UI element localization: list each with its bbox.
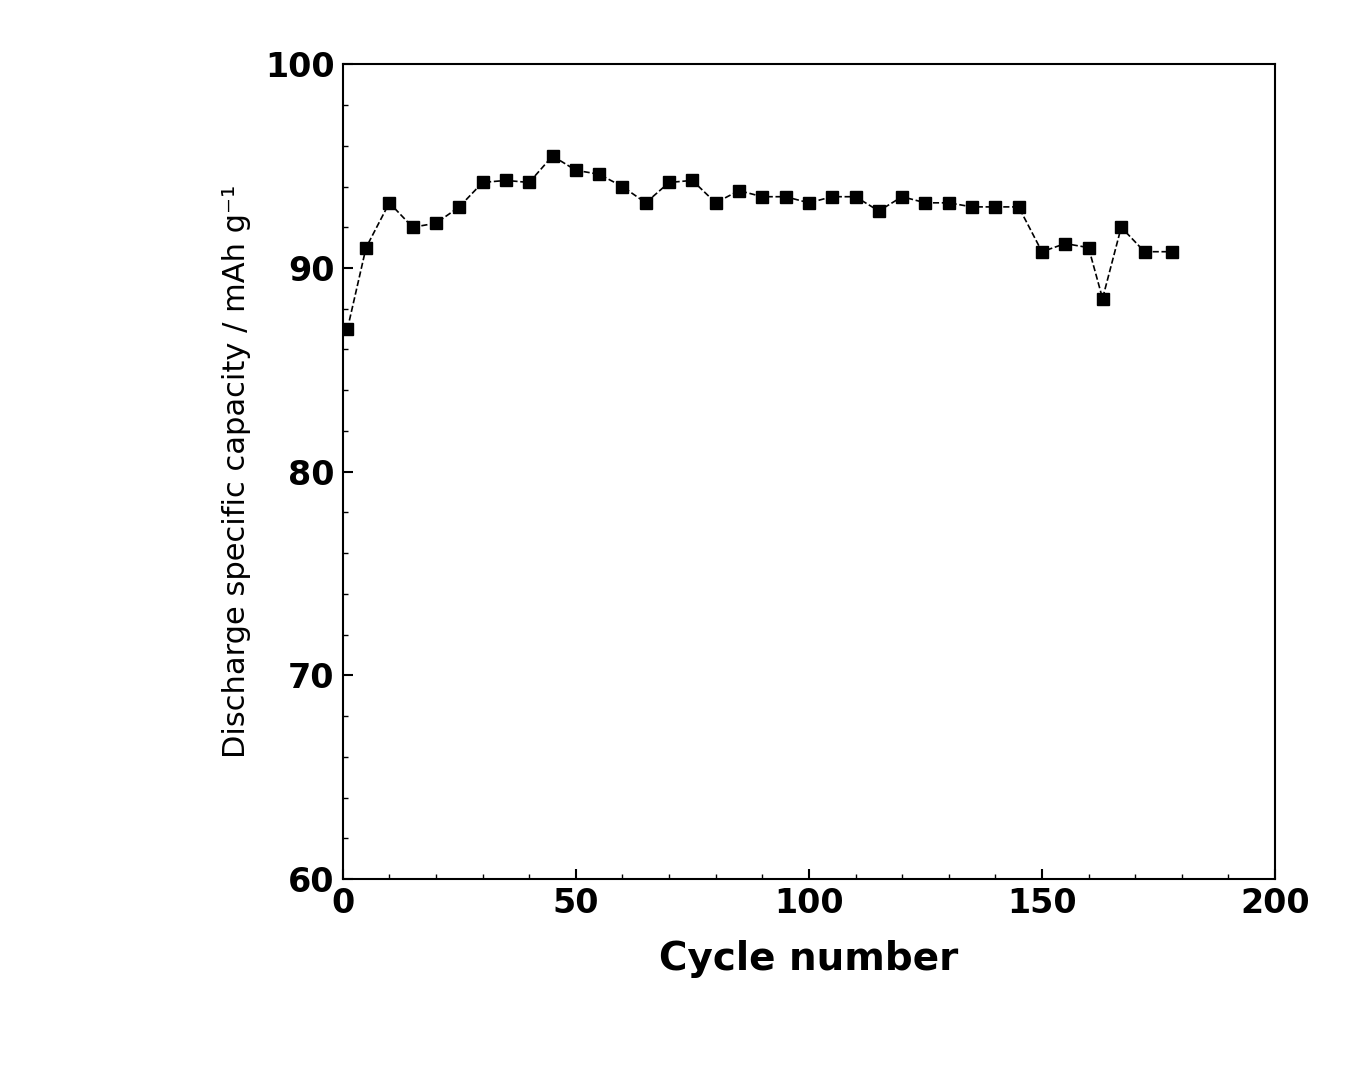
- X-axis label: Cycle number: Cycle number: [659, 940, 958, 978]
- Y-axis label: Discharge specific capacity / mAh g⁻¹: Discharge specific capacity / mAh g⁻¹: [222, 185, 251, 758]
